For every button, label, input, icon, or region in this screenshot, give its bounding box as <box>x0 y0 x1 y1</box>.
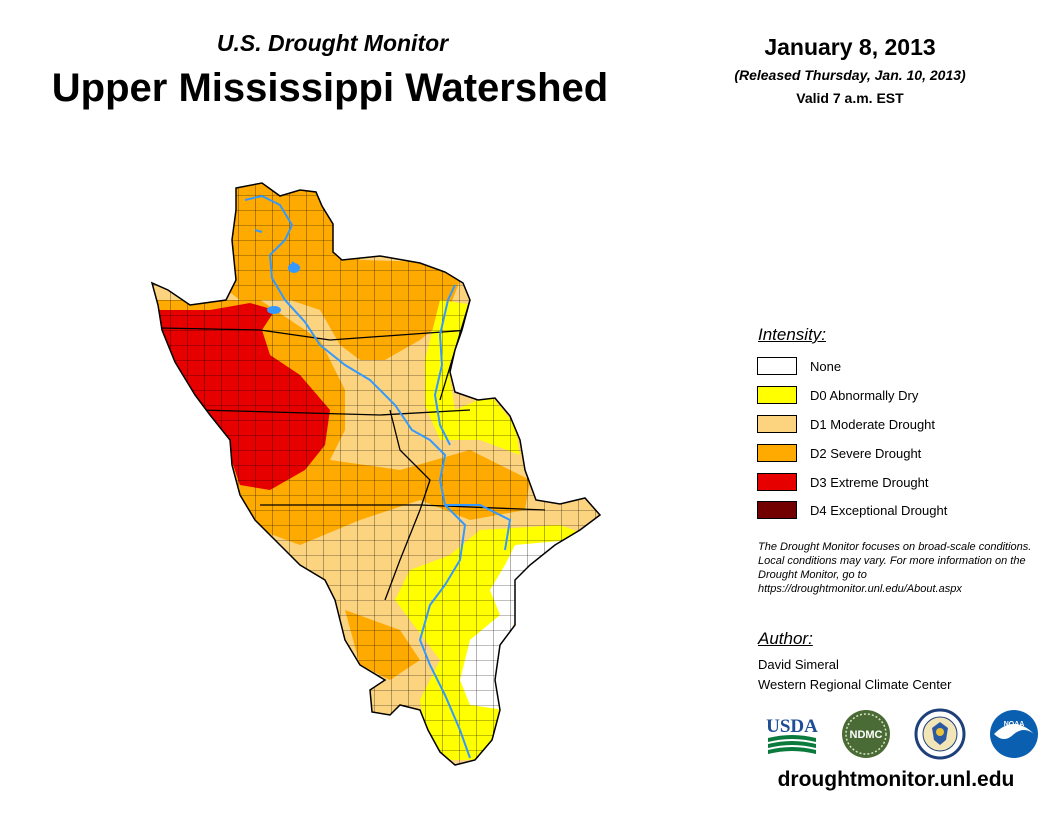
legend-swatch <box>757 501 797 519</box>
noaa-logo-icon: NOAA <box>990 710 1038 758</box>
svg-text:NOAA: NOAA <box>1004 721 1025 728</box>
author-name: David Simeral <box>758 657 839 672</box>
county-grid <box>152 183 600 765</box>
legend-swatch <box>757 444 797 462</box>
legend-label: None <box>810 358 842 374</box>
legend-item-d1: D1 Moderate Drought <box>757 413 935 435</box>
legend-swatch <box>757 415 797 433</box>
mississippi-river <box>244 194 471 759</box>
watershed-outline <box>150 182 602 766</box>
legend-label: D0 Abnormally Dry <box>810 387 919 403</box>
legend-label: D3 Extreme Drought <box>810 474 929 490</box>
lake <box>267 306 281 314</box>
release-date: (Released Thursday, Jan. 10, 2013) <box>734 67 966 83</box>
legend-item-d3: D3 Extreme Drought <box>757 471 929 493</box>
valid-time: Valid 7 a.m. EST <box>796 90 904 106</box>
legend-swatch <box>757 473 797 491</box>
legend-title: Intensity: <box>758 325 827 344</box>
map-title: Upper Mississippi Watershed <box>51 66 609 110</box>
rivers <box>244 194 512 759</box>
legend-item-d2: D2 Severe Drought <box>757 442 921 464</box>
wisconsin-river <box>433 284 456 446</box>
legend-label: D4 Exceptional Drought <box>810 502 948 518</box>
author-heading: Author: <box>758 629 813 648</box>
map-subtitle: U.S. Drought Monitor <box>216 30 449 56</box>
disclaimer-note: The Drought Monitor focuses on broad-sca… <box>758 541 1032 595</box>
drought-map <box>150 182 602 766</box>
valid-date: January 8, 2013 <box>764 34 936 60</box>
ndmc-logo-icon: NDMC <box>842 710 890 758</box>
legend-item-d4: D4 Exceptional Drought <box>757 499 947 521</box>
svg-text:NDMC: NDMC <box>850 729 883 741</box>
lake <box>288 263 300 273</box>
author-organization: Western Regional Climate Center <box>758 677 952 692</box>
legend-item-none: None <box>757 355 841 377</box>
usda-logo-icon: USDA <box>766 716 818 754</box>
website-link[interactable]: droughtmonitor.unl.edu <box>777 768 1015 791</box>
svg-text:USDA: USDA <box>766 716 818 737</box>
legend-swatch <box>757 386 797 404</box>
legend-label: D1 Moderate Drought <box>810 416 936 432</box>
legend-swatch <box>757 357 797 375</box>
illinois-river <box>445 504 512 551</box>
legend-item-d0: D0 Abnormally Dry <box>757 384 918 406</box>
commerce-seal-icon <box>914 708 966 760</box>
legend-label: D2 Severe Drought <box>810 445 922 461</box>
